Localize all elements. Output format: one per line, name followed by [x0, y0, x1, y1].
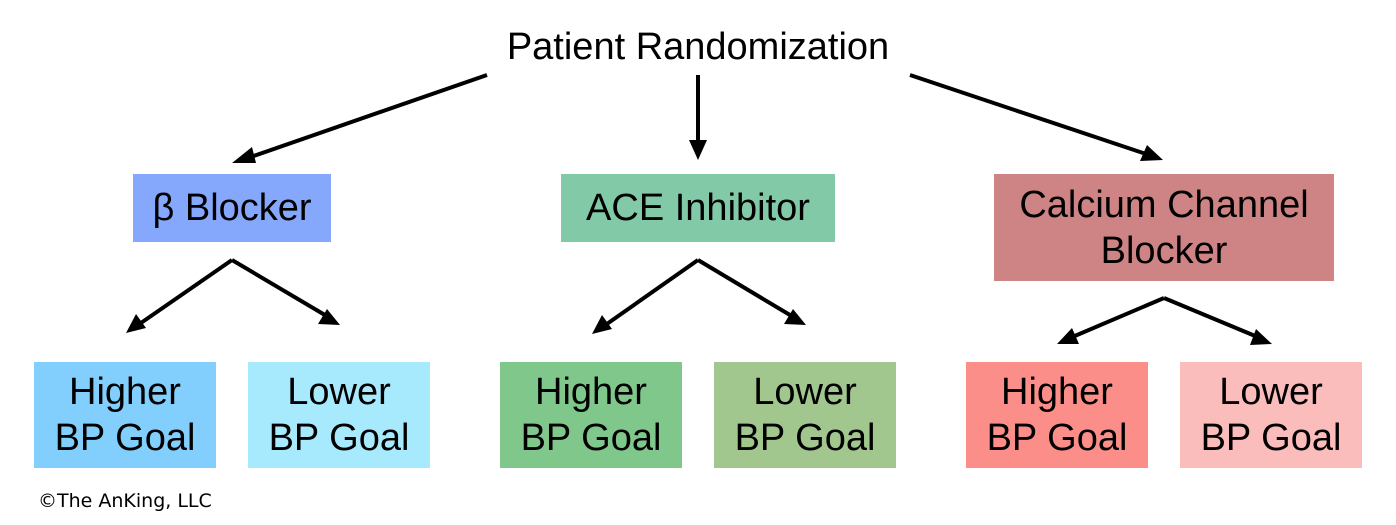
goal-box-ace-higher: Higher BP Goal [500, 362, 682, 468]
arrowhead-icon [784, 309, 806, 325]
goal-box-ace-lower: Lower BP Goal [714, 362, 896, 468]
copyright-notice: ©The AnKing, LLC [38, 490, 212, 512]
drug-box-calcium-channel-blocker: Calcium Channel Blocker [994, 174, 1334, 281]
goal-box-ccb-higher: Higher BP Goal [966, 362, 1148, 468]
arrowhead-icon [1140, 145, 1163, 161]
arrowhead-icon [126, 314, 146, 333]
arrowhead-icon [592, 315, 612, 334]
arrow-ace-to-higher [602, 258, 700, 328]
arrow-root-to-beta-blocker [241, 73, 488, 162]
arrow-beta-to-higher [136, 258, 234, 327]
goal-box-beta-lower: Lower BP Goal [248, 362, 430, 468]
arrow-ccb-to-higher [1069, 296, 1165, 340]
root-node-patient-randomization: Patient Randomization [506, 26, 890, 68]
arrow-ccb-to-lower [1163, 296, 1261, 340]
arrowhead-icon [1250, 329, 1272, 345]
arrowhead-icon [1057, 328, 1079, 344]
arrowhead-icon [318, 309, 340, 325]
drug-box-beta-blocker: β Blocker [133, 174, 331, 242]
goal-box-ccb-lower: Lower BP Goal [1180, 362, 1362, 468]
arrow-ace-to-lower [696, 258, 797, 320]
goal-box-beta-higher: Higher BP Goal [34, 362, 216, 468]
arrowhead-icon [689, 140, 707, 160]
arrow-root-to-ccb [909, 73, 1153, 158]
drug-box-ace-inhibitor: ACE Inhibitor [561, 174, 835, 242]
arrowhead-icon [232, 147, 256, 163]
arrow-beta-to-lower [230, 258, 332, 320]
